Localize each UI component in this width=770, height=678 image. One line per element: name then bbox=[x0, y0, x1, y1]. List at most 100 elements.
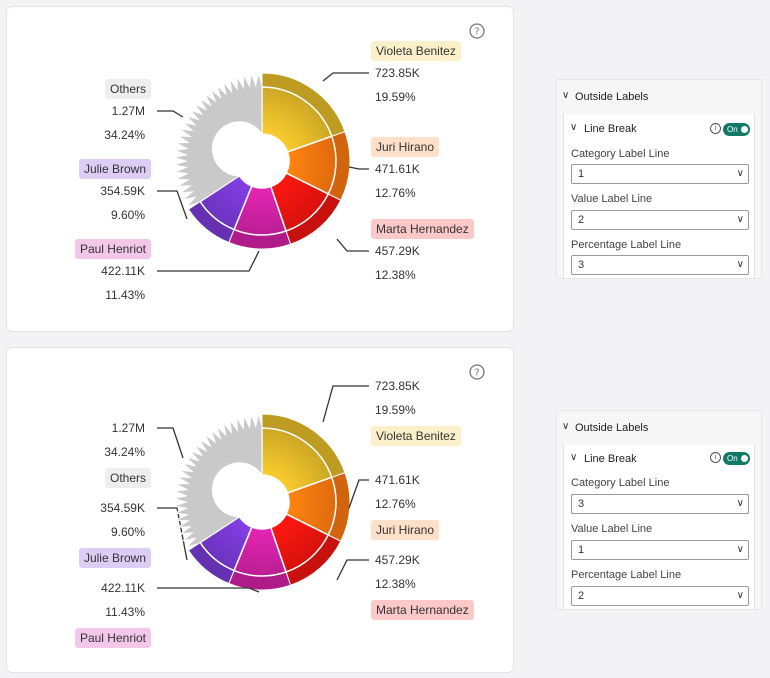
value-label-line-label: Value Label Line bbox=[571, 523, 653, 535]
value-label-line-select[interactable]: 1 ∨ bbox=[571, 540, 749, 560]
category-label: Marta Hernandez bbox=[371, 219, 474, 239]
donut-hole bbox=[235, 134, 289, 188]
section-title[interactable]: Line Break bbox=[584, 123, 637, 135]
category-label-line-select[interactable]: 1 ∨ bbox=[571, 164, 749, 184]
category-label: Paul Henriot bbox=[74, 628, 151, 648]
percentage-label: 12.76% bbox=[375, 497, 416, 511]
percentage-label: 12.38% bbox=[375, 577, 416, 591]
select-value: 3 bbox=[578, 498, 585, 510]
value-label: 354.59K bbox=[100, 501, 145, 515]
value-label: 422.11K bbox=[101, 581, 145, 595]
select-value: 3 bbox=[578, 259, 585, 271]
category-label: Others bbox=[104, 79, 151, 99]
percentage-label: 34.24% bbox=[104, 128, 145, 142]
toggle-knob bbox=[741, 126, 748, 133]
leader-line bbox=[336, 238, 369, 252]
donut-chart-svg bbox=[157, 385, 369, 593]
chevron-down-icon: ∨ bbox=[736, 259, 744, 270]
value-label: 471.61K bbox=[375, 162, 420, 176]
chevron-down-icon[interactable]: ∨ bbox=[562, 421, 570, 432]
pie-slice-others[interactable] bbox=[172, 412, 263, 549]
percentage-label: 11.43% bbox=[105, 288, 145, 302]
category-label: Violeta Benitez bbox=[371, 41, 461, 61]
value-label: 457.29K bbox=[375, 244, 420, 258]
select-value: 1 bbox=[578, 168, 585, 180]
line-break-section: ∨ Line Break i On Category Label Line 1 ∨… bbox=[563, 114, 755, 278]
percentage-label-line-select[interactable]: 3 ∨ bbox=[571, 255, 749, 275]
chart-card-2: ? 723.85K 19.59% Violeta Benitez 471.61K 12.… bbox=[6, 347, 514, 673]
percentage-label-line-label: Percentage Label Line bbox=[571, 239, 682, 251]
value-label: 723.85K bbox=[375, 66, 420, 80]
line-break-section: ∨ Line Break i On Category Label Line 3 ∨… bbox=[563, 445, 755, 609]
percentage-label: 19.59% bbox=[375, 90, 416, 104]
panel-title[interactable]: Outside Labels bbox=[575, 422, 649, 434]
panel-title[interactable]: Outside Labels bbox=[575, 91, 649, 103]
value-label: 1.27M bbox=[111, 104, 145, 118]
percentage-label: 12.38% bbox=[375, 268, 416, 282]
info-icon[interactable]: i bbox=[710, 452, 721, 463]
chevron-down-icon[interactable]: ∨ bbox=[570, 122, 578, 133]
leader-line bbox=[348, 479, 369, 509]
leader-line bbox=[157, 110, 184, 118]
pie-slice-others[interactable] bbox=[172, 71, 263, 208]
leader-line bbox=[157, 427, 184, 459]
toggle-label: On bbox=[727, 454, 738, 463]
chevron-down-icon: ∨ bbox=[736, 498, 744, 509]
category-label: Juri Hirano bbox=[371, 137, 440, 157]
value-label: 422.11K bbox=[101, 264, 145, 278]
category-label: Julie Brown bbox=[78, 159, 151, 179]
chevron-down-icon: ∨ bbox=[736, 214, 744, 225]
percentage-label-line-label: Percentage Label Line bbox=[571, 569, 682, 581]
chevron-down-icon[interactable]: ∨ bbox=[562, 90, 570, 101]
value-label-line-select[interactable]: 2 ∨ bbox=[571, 210, 749, 230]
toggle-knob bbox=[741, 455, 748, 462]
value-label: 354.59K bbox=[100, 184, 145, 198]
donut-hole bbox=[235, 475, 289, 529]
category-label: Others bbox=[104, 468, 151, 488]
leader-line bbox=[157, 250, 260, 272]
value-label: 457.29K bbox=[375, 553, 420, 567]
leader-line bbox=[157, 507, 188, 561]
donut-chart-svg bbox=[157, 71, 369, 272]
select-value: 2 bbox=[578, 214, 585, 226]
outside-labels-panel-1: ∨ Outside Labels ∨ Line Break i On Categ… bbox=[556, 79, 762, 279]
toggle-label: On bbox=[727, 125, 738, 134]
value-label-line-label: Value Label Line bbox=[571, 193, 653, 205]
category-label: Paul Henriot bbox=[74, 239, 151, 259]
chart-card-1: ? Violeta Benitez 723.85K 19.59% Juri Hiran… bbox=[6, 6, 514, 332]
category-label: Violeta Benitez bbox=[371, 426, 461, 446]
percentage-label: 34.24% bbox=[104, 445, 145, 459]
chevron-down-icon[interactable]: ∨ bbox=[570, 452, 578, 463]
category-label: Marta Hernandez bbox=[371, 600, 474, 620]
category-label: Juri Hirano bbox=[371, 520, 440, 540]
chevron-down-icon: ∨ bbox=[736, 590, 744, 601]
section-title[interactable]: Line Break bbox=[584, 453, 637, 465]
select-value: 1 bbox=[578, 544, 585, 556]
leader-line bbox=[322, 385, 369, 423]
percentage-label-line-select[interactable]: 2 ∨ bbox=[571, 586, 749, 606]
percentage-label: 11.43% bbox=[105, 605, 145, 619]
percentage-label: 19.59% bbox=[375, 403, 416, 417]
select-value: 2 bbox=[578, 590, 585, 602]
category-label-line-label: Category Label Line bbox=[571, 148, 670, 160]
value-label: 471.61K bbox=[375, 473, 420, 487]
percentage-label: 9.60% bbox=[110, 525, 145, 539]
chevron-down-icon: ∨ bbox=[736, 544, 744, 555]
svg-text:?: ? bbox=[474, 368, 479, 379]
chevron-down-icon: ∨ bbox=[736, 168, 744, 179]
question-circle-icon[interactable]: ? bbox=[469, 23, 485, 39]
svg-text:?: ? bbox=[474, 27, 479, 38]
line-break-toggle[interactable]: On bbox=[723, 123, 750, 136]
question-circle-icon[interactable]: ? bbox=[469, 364, 485, 380]
percentage-label: 9.60% bbox=[110, 208, 145, 222]
value-label: 1.27M bbox=[111, 421, 145, 435]
category-label-line-label: Category Label Line bbox=[571, 477, 670, 489]
leader-line bbox=[157, 587, 260, 593]
percentage-label: 12.76% bbox=[375, 186, 416, 200]
leader-line bbox=[322, 72, 369, 82]
info-icon[interactable]: i bbox=[710, 123, 721, 134]
leader-line bbox=[348, 166, 369, 170]
line-break-toggle[interactable]: On bbox=[723, 452, 750, 465]
value-label: 723.85K bbox=[375, 379, 420, 393]
category-label-line-select[interactable]: 3 ∨ bbox=[571, 494, 749, 514]
